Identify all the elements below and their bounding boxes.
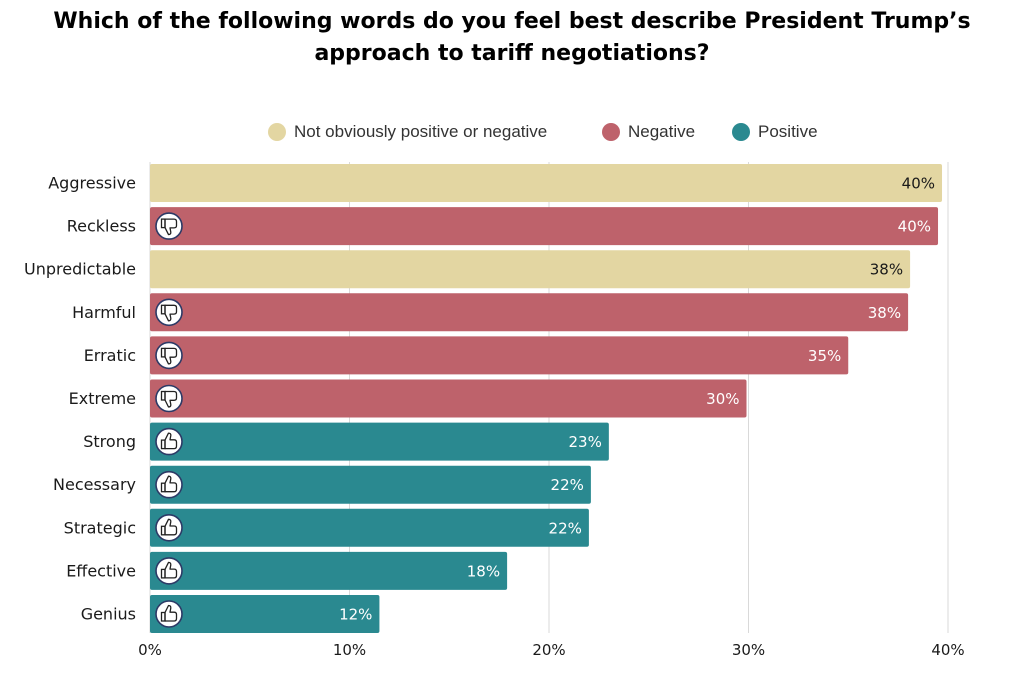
- value-label: 35%: [808, 347, 841, 365]
- bar-necessary: [150, 465, 591, 504]
- chart-title-line-1: Which of the following words do you feel…: [53, 9, 971, 34]
- bar-genius: [150, 595, 380, 633]
- category-label: Erratic: [84, 346, 136, 365]
- thumbs-up-icon: [155, 513, 183, 542]
- bar-extreme: [150, 379, 747, 418]
- bar-strong: [150, 422, 609, 461]
- thumbs-down-icon: [155, 298, 183, 327]
- bar-row-necessary: Necessary 22%: [53, 465, 591, 504]
- thumbs-down-icon: [155, 384, 183, 413]
- chart-title-line-2: approach to tariff negotiations?: [314, 41, 710, 66]
- bar-row-strategic: Strategic 22%: [64, 508, 589, 547]
- legend-item-negative: Negative: [602, 120, 695, 144]
- legend-swatch-neutral: [268, 123, 286, 141]
- category-label: Genius: [81, 605, 136, 624]
- value-label: 22%: [551, 476, 584, 494]
- bar-erratic: [150, 336, 849, 375]
- bar-reckless: [150, 207, 939, 246]
- value-label: 12%: [339, 606, 372, 624]
- value-label: 38%: [868, 304, 901, 322]
- category-label: Aggressive: [48, 174, 136, 193]
- legend-label-neutral: Not obviously positive or negative: [294, 122, 548, 141]
- bar-strategic: [150, 508, 589, 547]
- x-tick-label: 0%: [138, 641, 162, 659]
- thumbs-up-icon: [155, 470, 183, 499]
- legend: Not obviously positive or negative Negat…: [0, 120, 1024, 144]
- value-label: 38%: [870, 261, 903, 279]
- bar-row-erratic: Erratic 35%: [84, 336, 849, 375]
- value-label: 40%: [898, 218, 931, 236]
- category-label: Strong: [83, 432, 136, 451]
- category-label: Effective: [66, 561, 136, 580]
- thumbs-up-icon: [155, 600, 183, 628]
- value-label: 18%: [467, 562, 500, 580]
- thumbs-down-icon: [155, 341, 183, 370]
- legend-swatch-positive: [732, 123, 750, 141]
- category-label: Harmful: [72, 303, 136, 322]
- legend-label-negative: Negative: [628, 122, 696, 141]
- category-label: Strategic: [64, 518, 136, 537]
- bar-row-effective: Effective 18%: [66, 551, 508, 590]
- x-tick-label: 30%: [732, 641, 765, 659]
- bar-row-harmful: Harmful 38%: [72, 293, 909, 332]
- bar-row-aggressive: Aggressive 40%: [48, 164, 943, 202]
- x-tick-label: 20%: [532, 641, 565, 659]
- value-label: 23%: [569, 433, 602, 451]
- legend-item-positive: Positive: [732, 120, 818, 144]
- thumbs-up-icon: [155, 427, 183, 456]
- thumbs-up-icon: [155, 557, 183, 585]
- bar-effective: [150, 551, 508, 590]
- value-label: 30%: [706, 390, 739, 408]
- bar-row-unpredictable: Unpredictable 38%: [24, 250, 911, 289]
- bar-row-genius: Genius 12%: [81, 595, 380, 633]
- chart-title: Which of the following words do you feel…: [0, 6, 1024, 70]
- category-label: Necessary: [53, 475, 136, 494]
- thumbs-down-icon: [155, 212, 183, 240]
- bar-unpredictable: [150, 250, 911, 289]
- bar-row-reckless: Reckless 40%: [67, 207, 939, 246]
- x-tick-label: 40%: [931, 641, 964, 659]
- category-label: Unpredictable: [24, 260, 136, 279]
- x-tick-label: 10%: [333, 641, 366, 659]
- value-label: 22%: [549, 519, 582, 537]
- bar-row-extreme: Extreme 30%: [69, 379, 747, 418]
- legend-swatch-negative: [602, 123, 620, 141]
- bar-aggressive: [150, 164, 943, 202]
- legend-label-positive: Positive: [758, 122, 818, 141]
- legend-item-neutral: Not obviously positive or negative: [268, 120, 547, 144]
- category-label: Reckless: [67, 217, 136, 236]
- category-label: Extreme: [69, 389, 136, 408]
- bar-harmful: [150, 293, 909, 332]
- bar-row-strong: Strong 23%: [83, 422, 609, 461]
- value-label: 40%: [902, 175, 935, 193]
